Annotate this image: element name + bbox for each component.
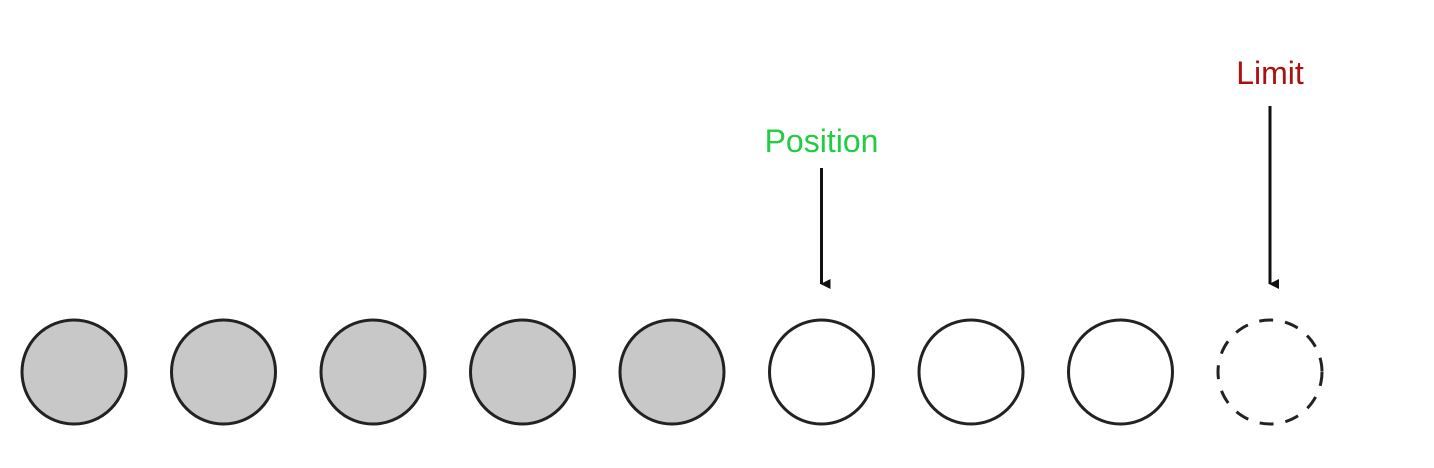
- buffer-cell-filled: [319, 318, 427, 426]
- buffer-cell-empty: [917, 318, 1025, 426]
- buffer-cell-filled: [618, 318, 726, 426]
- buffer-cell-filled: [469, 318, 576, 426]
- buffer-cell-filled: [170, 318, 277, 426]
- buffer-cells: [20, 318, 1324, 426]
- position-marker: Position: [765, 123, 879, 289]
- limit-label: Limit: [1236, 55, 1304, 91]
- buffer-cell-empty: [1067, 318, 1174, 426]
- buffer-cell-beyond-limit: [1216, 318, 1324, 426]
- buffer-cell-filled: [20, 318, 128, 426]
- buffer-cell-empty: [768, 318, 875, 426]
- position-label: Position: [765, 123, 879, 159]
- limit-marker: Limit: [1236, 55, 1304, 289]
